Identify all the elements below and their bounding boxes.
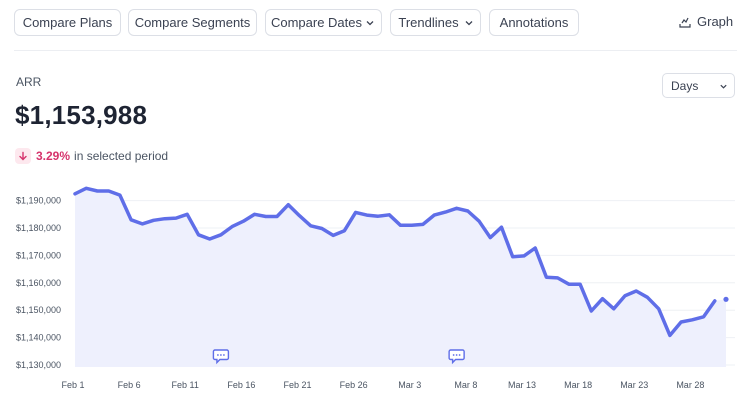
y-tick-label: $1,130,000	[16, 360, 61, 370]
series-line	[73, 186, 717, 338]
graph-icon	[679, 17, 691, 28]
x-tick-label: Feb 21	[283, 380, 311, 390]
x-tick-label: Feb 16	[227, 380, 255, 390]
comment-dot	[223, 354, 225, 356]
x-tick-label: Feb 1	[61, 380, 84, 390]
compare-segments-button[interactable]: Compare Segments	[128, 9, 257, 36]
area-fill	[75, 188, 726, 367]
compare-segments-label: Compare Segments	[134, 15, 251, 30]
x-tick-label: Feb 6	[118, 380, 141, 390]
annotation-marker[interactable]	[212, 349, 230, 365]
x-tick-label: Feb 11	[172, 380, 199, 390]
chevron-down-icon	[465, 21, 473, 26]
graph-button[interactable]: Graph	[678, 14, 733, 29]
x-tick-label: Mar 13	[508, 380, 536, 390]
arrow-down-icon	[19, 151, 27, 161]
comment-dot	[458, 354, 461, 356]
comment-icon	[448, 349, 465, 365]
trendlines-dropdown[interactable]: Trendlines	[390, 9, 481, 36]
y-tick-label: $1,180,000	[16, 223, 61, 233]
toolbar-divider	[14, 50, 737, 51]
compare-dates-dropdown[interactable]: Compare Dates	[265, 9, 382, 36]
annotation-marker[interactable]	[448, 349, 465, 365]
change-text: in selected period	[74, 149, 169, 163]
y-tick-label: $1,140,000	[16, 333, 61, 343]
y-tick-label: $1,160,000	[16, 278, 61, 288]
y-tick-label: $1,170,000	[16, 250, 61, 260]
x-tick-label: Mar 8	[454, 380, 477, 390]
period-select-value: Days	[671, 78, 699, 93]
chevron-down-icon	[366, 21, 374, 26]
x-tick-label: Feb 26	[340, 380, 368, 390]
graph-label: Graph	[697, 14, 734, 29]
annotations-button[interactable]: Annotations	[489, 9, 579, 36]
compare-plans-label: Compare Plans	[22, 15, 113, 30]
compare-plans-button[interactable]: Compare Plans	[14, 9, 121, 36]
chevron-down-icon	[720, 84, 727, 89]
x-tick-label: Mar 18	[564, 380, 592, 390]
current-point[interactable]	[723, 296, 729, 302]
comment-icon	[212, 349, 230, 365]
trendlines-label: Trendlines	[398, 15, 459, 30]
comment-dot	[452, 354, 455, 356]
change-percent: 3.29%	[36, 149, 71, 163]
compare-dates-label: Compare Dates	[270, 15, 363, 30]
metric-label: ARR	[16, 75, 42, 89]
x-tick-label: Mar 3	[398, 380, 421, 390]
x-tick-label: Mar 23	[620, 380, 648, 390]
y-tick-label: $1,190,000	[16, 196, 61, 206]
arr-chart: $1,190,000 $1,180,000 $1,170,000 $1,160,000…	[16, 186, 735, 390]
comment-dot	[220, 354, 222, 356]
comment-dot	[455, 354, 458, 356]
annotations-label: Annotations	[499, 15, 569, 30]
comment-dot	[217, 354, 219, 356]
change-summary: 3.29% in selected period	[15, 148, 168, 164]
x-tick-label: Mar 28	[676, 380, 704, 390]
change-badge	[15, 148, 31, 164]
y-tick-label: $1,150,000	[16, 305, 61, 315]
toolbar: Compare Plans Compare Segments Compare D…	[0, 0, 751, 50]
metric-value: $1,153,988	[15, 100, 148, 130]
period-select[interactable]: Days	[662, 73, 735, 98]
